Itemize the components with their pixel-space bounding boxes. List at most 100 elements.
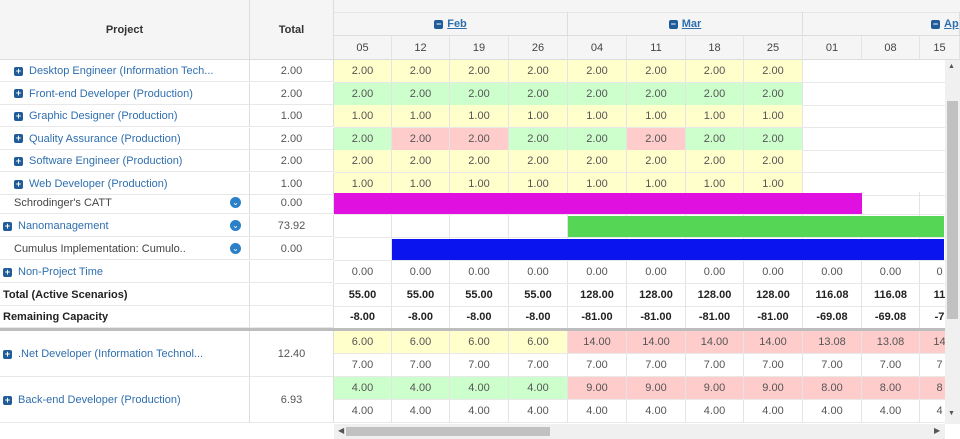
value-cell: 2.00 [744, 127, 803, 150]
month-header-1[interactable]: − Mar [568, 12, 803, 36]
expand-icon[interactable]: + [14, 88, 23, 99]
project-total: 0.00 [250, 192, 334, 214]
week-header[interactable]: 01 [803, 36, 862, 60]
row-divider [334, 214, 945, 215]
week-header[interactable]: 05 [334, 36, 392, 60]
chevron-down-icon[interactable]: ⌄ [230, 243, 241, 254]
week-header[interactable]: 26 [509, 36, 568, 60]
non-project-total [250, 261, 334, 283]
vertical-scroll-thumb[interactable] [947, 101, 958, 319]
value-cell: 14.00 [744, 331, 803, 353]
scroll-up-arrow-icon[interactable]: ▲ [948, 63, 955, 70]
month-label[interactable]: Feb [447, 18, 467, 30]
value-cell: 1.00 [334, 173, 392, 195]
expand-icon[interactable]: + [3, 394, 12, 405]
horizontal-scroll-thumb[interactable] [346, 427, 550, 436]
role-label[interactable]: Back-end Developer (Production) [18, 394, 181, 406]
project-column-header[interactable]: Project [0, 0, 250, 60]
week-header[interactable]: 15 [920, 36, 960, 60]
vertical-scrollbar[interactable]: ▲ ▼ [945, 60, 960, 424]
resource-row-5[interactable]: + Web Developer (Production) [0, 173, 250, 195]
value-cell: 7.00 [568, 354, 627, 376]
project-row-2[interactable]: Cumulus Implementation: Cumulo.. ⌄ [0, 238, 250, 260]
week-header[interactable]: 04 [568, 36, 627, 60]
value-cell: -69.08 [803, 306, 862, 328]
value-cell: 2.00 [744, 82, 803, 105]
week-header[interactable]: 19 [450, 36, 509, 60]
project-label[interactable]: Nanomanagement [18, 220, 109, 232]
expand-icon[interactable]: + [3, 348, 12, 359]
collapse-month-icon[interactable]: − [434, 18, 444, 29]
value-cell: 14.00 [568, 331, 627, 353]
role-label[interactable]: .Net Developer (Information Technol... [18, 348, 204, 360]
resource-label[interactable]: Web Developer (Production) [29, 178, 168, 190]
non-project-label[interactable]: Non-Project Time [18, 266, 103, 278]
expand-icon[interactable]: + [3, 220, 12, 231]
resource-row-0[interactable]: + Desktop Engineer (Information Tech... [0, 60, 250, 82]
row-divider [334, 172, 945, 174]
expand-icon[interactable]: + [14, 178, 23, 189]
resource-row-3[interactable]: + Quality Assurance (Production) [0, 127, 250, 150]
project-total: 73.92 [250, 215, 334, 237]
month-header-2[interactable]: − Ap [803, 12, 960, 36]
value-cell: 2.00 [392, 127, 450, 150]
value-cell: 4.00 [334, 400, 392, 422]
resource-row-2[interactable]: + Graphic Designer (Production) [0, 105, 250, 128]
row-divider [334, 306, 945, 307]
resource-label[interactable]: Graphic Designer (Production) [29, 110, 178, 123]
month-label[interactable]: Mar [681, 18, 702, 30]
project-timeline-bar[interactable] [392, 239, 944, 260]
chevron-down-icon[interactable]: ⌄ [230, 197, 241, 208]
week-header[interactable]: 11 [627, 36, 686, 60]
week-header[interactable]: 12 [392, 36, 450, 60]
value-cell: 9.00 [627, 377, 686, 399]
value-cell: 4.00 [744, 400, 803, 422]
resource-label[interactable]: Desktop Engineer (Information Tech... [29, 65, 214, 77]
expand-icon[interactable]: + [14, 65, 23, 76]
project-timeline-bar[interactable] [334, 193, 862, 214]
project-row-1[interactable]: + Nanomanagement ⌄ [0, 215, 250, 237]
scroll-down-arrow-icon[interactable]: ▼ [948, 410, 955, 417]
project-timeline-bar[interactable] [568, 216, 944, 237]
empty-cell [450, 215, 509, 237]
value-cell: 1.00 [334, 105, 392, 128]
month-label[interactable]: Ap [944, 18, 959, 30]
horizontal-scrollbar[interactable]: ◀ ▶ [334, 424, 945, 439]
non-project-row[interactable]: + Non-Project Time [0, 261, 250, 283]
month-header-0[interactable]: − Feb [334, 12, 568, 36]
scroll-left-arrow-icon[interactable]: ◀ [338, 426, 345, 435]
chevron-down-icon[interactable]: ⌄ [230, 220, 241, 231]
expand-icon[interactable]: + [14, 155, 23, 166]
week-header[interactable]: 25 [744, 36, 803, 60]
resource-row-4[interactable]: + Software Engineer (Production) [0, 150, 250, 173]
resource-label[interactable]: Front-end Developer (Production) [29, 87, 193, 100]
expand-icon[interactable]: + [14, 133, 23, 144]
value-cell: 116.08 [803, 284, 862, 306]
project-label[interactable]: Schrodinger's CATT [14, 197, 112, 209]
value-cell: 0.00 [334, 261, 392, 283]
week-header[interactable]: 08 [862, 36, 920, 60]
role-row-0[interactable]: + .Net Developer (Information Technol... [0, 331, 250, 377]
value-cell: 2.00 [686, 82, 744, 105]
role-row-1[interactable]: + Back-end Developer (Production) [0, 377, 250, 423]
project-label[interactable]: Cumulus Implementation: Cumulo.. [14, 243, 186, 255]
collapse-month-icon[interactable]: − [931, 18, 940, 29]
value-cell: 1.00 [509, 173, 568, 195]
week-header[interactable]: 18 [686, 36, 744, 60]
value-cell: 2.00 [392, 60, 450, 82]
value-cell: 0.00 [568, 261, 627, 283]
row-divider [334, 104, 945, 106]
value-cell: 0.00 [686, 261, 744, 283]
collapse-month-icon[interactable]: − [668, 18, 678, 29]
resource-label[interactable]: Quality Assurance (Production) [29, 132, 181, 145]
project-row-0[interactable]: Schrodinger's CATT ⌄ [0, 192, 250, 214]
project-total: 0.00 [250, 238, 334, 260]
resource-label[interactable]: Software Engineer (Production) [29, 155, 183, 168]
value-cell: 4.00 [450, 400, 509, 422]
expand-icon[interactable]: + [3, 266, 12, 277]
scroll-right-arrow-icon[interactable]: ▶ [934, 426, 941, 435]
total-column-header[interactable]: Total [250, 0, 334, 60]
value-cell: 7.00 [509, 354, 568, 376]
resource-row-1[interactable]: + Front-end Developer (Production) [0, 82, 250, 105]
expand-icon[interactable]: + [14, 110, 23, 121]
